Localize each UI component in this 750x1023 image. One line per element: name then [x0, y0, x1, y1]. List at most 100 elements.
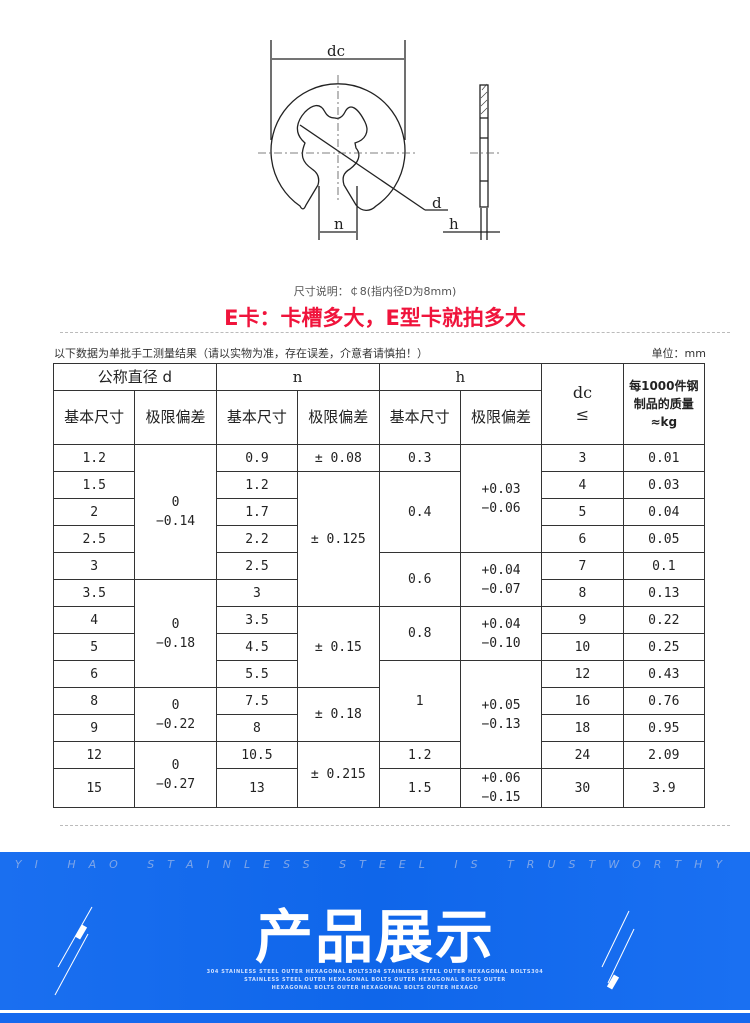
cell-text: 6	[90, 666, 99, 682]
mass-cell: 0.03	[622, 471, 706, 499]
banner-tagline: YI HAO STAINLESS STEEL IS TRUSTWORTHY	[14, 858, 736, 871]
d-basic-cell: 8	[52, 687, 136, 715]
cell-text: 30	[574, 780, 591, 796]
cell-text: 24	[574, 747, 591, 763]
n-basic-cell: 1.7	[215, 498, 299, 526]
d-basic-cell: 1.5	[52, 471, 136, 499]
n-label: n	[334, 215, 344, 233]
h-basic-cell: 1	[378, 660, 461, 742]
d-basic-cell: 15	[52, 768, 136, 808]
mass-cell: 0.04	[622, 498, 706, 526]
cell-text: 0.3	[407, 450, 432, 466]
h-label: h	[449, 215, 459, 233]
table-row: 12 0 −0.27 10.5 ± 0.215 1.2 24 2.09	[52, 741, 706, 808]
cell-text: 0.05	[648, 531, 680, 547]
n-basic-cell: 2.2	[215, 525, 299, 553]
headline: E卡：卡槽多大，E型卡就拍多大	[224, 306, 526, 330]
cell-text: −0.06	[481, 500, 521, 516]
cell-text: 0.6	[407, 572, 432, 587]
d-basic-cell: 1.2	[52, 444, 136, 472]
dc-cell: 5	[541, 498, 624, 526]
table-row: 8 0 −0.22 7.5 ± 0.18 16 0.76	[52, 687, 706, 742]
n-basic-cell: 3	[215, 579, 299, 607]
size-note: 尺寸说明：￠8(指内径D为8mm)	[293, 285, 457, 298]
cell-text: 0	[171, 697, 180, 713]
header-n: n	[215, 363, 380, 391]
cell-text: 0.9	[245, 450, 269, 466]
dc-cell: 3	[541, 444, 624, 472]
cell-text: 1.2	[245, 477, 269, 493]
cell-text: 5	[90, 639, 99, 655]
d-basic-cell: 3.5	[52, 579, 136, 607]
cell-text: 1.2	[407, 747, 432, 763]
cell-text: 0	[171, 757, 180, 773]
cell-text: +0.06	[481, 771, 521, 786]
cell-text: +0.03	[481, 481, 521, 497]
banner-strip	[0, 1013, 750, 1023]
cell-text: −0.27	[155, 776, 196, 792]
d-basic-cell: 2.5	[52, 525, 136, 553]
cell-text: 3.5	[82, 585, 106, 601]
dc-cell: 16	[541, 687, 624, 715]
h-basic-cell: 1.5	[378, 768, 461, 808]
h-tolerance-cell: +0.04 −0.07	[459, 552, 543, 607]
d-basic-cell: 4	[52, 606, 136, 634]
h-basic-cell: 0.4	[378, 471, 461, 553]
banner-subtext: HEXAGONAL BOLTS OUTER HEXAGONAL BOLTS OU…	[271, 985, 479, 991]
decorative-lines-right	[601, 910, 635, 990]
d-tolerance-cell: 0 −0.14	[134, 444, 217, 580]
dc-cell: 7	[541, 552, 624, 580]
cell-text: 10.5	[241, 747, 273, 763]
d-basic-cell: 3	[52, 552, 136, 580]
table-row: 2 1.7 5 0.04	[52, 498, 706, 526]
table-note: 以下数据为单批手工测量结果（请以实物为准，存在误差，介意者请慎拍！）	[54, 347, 428, 360]
header-nominal-d: 公称直径 d	[53, 363, 217, 391]
n-basic-cell: 0.9	[215, 444, 299, 472]
cell-text: 3	[253, 585, 261, 601]
n-basic-cell: 13	[215, 768, 299, 808]
cell-text: 13	[249, 780, 265, 796]
n-basic-cell: 7.5	[215, 687, 299, 715]
cell-text: 16	[574, 693, 591, 709]
cell-text: 2.5	[245, 558, 269, 574]
n-basic-cell: 2.5	[215, 552, 299, 580]
cell-text: −0.22	[155, 716, 196, 732]
header-tol: 极限偏差	[134, 390, 217, 445]
cell-text: 3.9	[652, 780, 676, 796]
cell-text: ± 0.08	[314, 450, 362, 466]
d-basic-cell: 5	[52, 633, 136, 661]
cell-text: 0	[171, 495, 180, 510]
cell-text: 18	[574, 720, 591, 736]
n-tolerance-cell: ± 0.18	[297, 687, 380, 742]
cell-text: 3	[90, 558, 99, 574]
cell-text: 0.25	[648, 639, 680, 655]
cell-text: 4	[578, 477, 587, 493]
cell-text: 2.5	[82, 531, 106, 547]
cell-text: +0.04	[481, 562, 521, 578]
dc-cell: 6	[541, 525, 624, 553]
n-basic-cell: 5.5	[215, 660, 299, 688]
cell-text: 4.5	[245, 639, 269, 655]
cell-text: 1.5	[82, 477, 106, 493]
cell-text: 6	[578, 531, 587, 547]
cell-text: 5.5	[245, 666, 269, 682]
table-row: 5 4.5 10 0.25	[52, 633, 706, 661]
cell-text: −0.14	[155, 514, 196, 529]
banner-subtext: 304 STAINLESS STEEL OUTER HEXAGONAL BOLT…	[206, 969, 544, 975]
n-tolerance-cell: ± 0.08	[297, 444, 380, 472]
cell-text: ± 0.125	[310, 531, 366, 547]
cell-text: −0.10	[481, 635, 521, 651]
header-tol: 极限偏差	[297, 390, 380, 445]
table-row: 9 8 18 0.95	[52, 714, 706, 742]
d-label: d	[432, 194, 442, 212]
decorative-lines-left	[54, 906, 93, 996]
header-h: h	[378, 363, 543, 391]
mass-cell: 0.01	[622, 444, 706, 472]
d-tolerance-cell: 0 −0.27	[134, 741, 217, 808]
n-tolerance-cell: ± 0.15	[297, 606, 380, 688]
cell-text: +0.04	[481, 616, 521, 632]
n-basic-cell: 4.5	[215, 633, 299, 661]
ring-outline	[270, 83, 406, 212]
n-basic-cell: 3.5	[215, 606, 299, 634]
mass-cell: 0.22	[622, 606, 706, 634]
